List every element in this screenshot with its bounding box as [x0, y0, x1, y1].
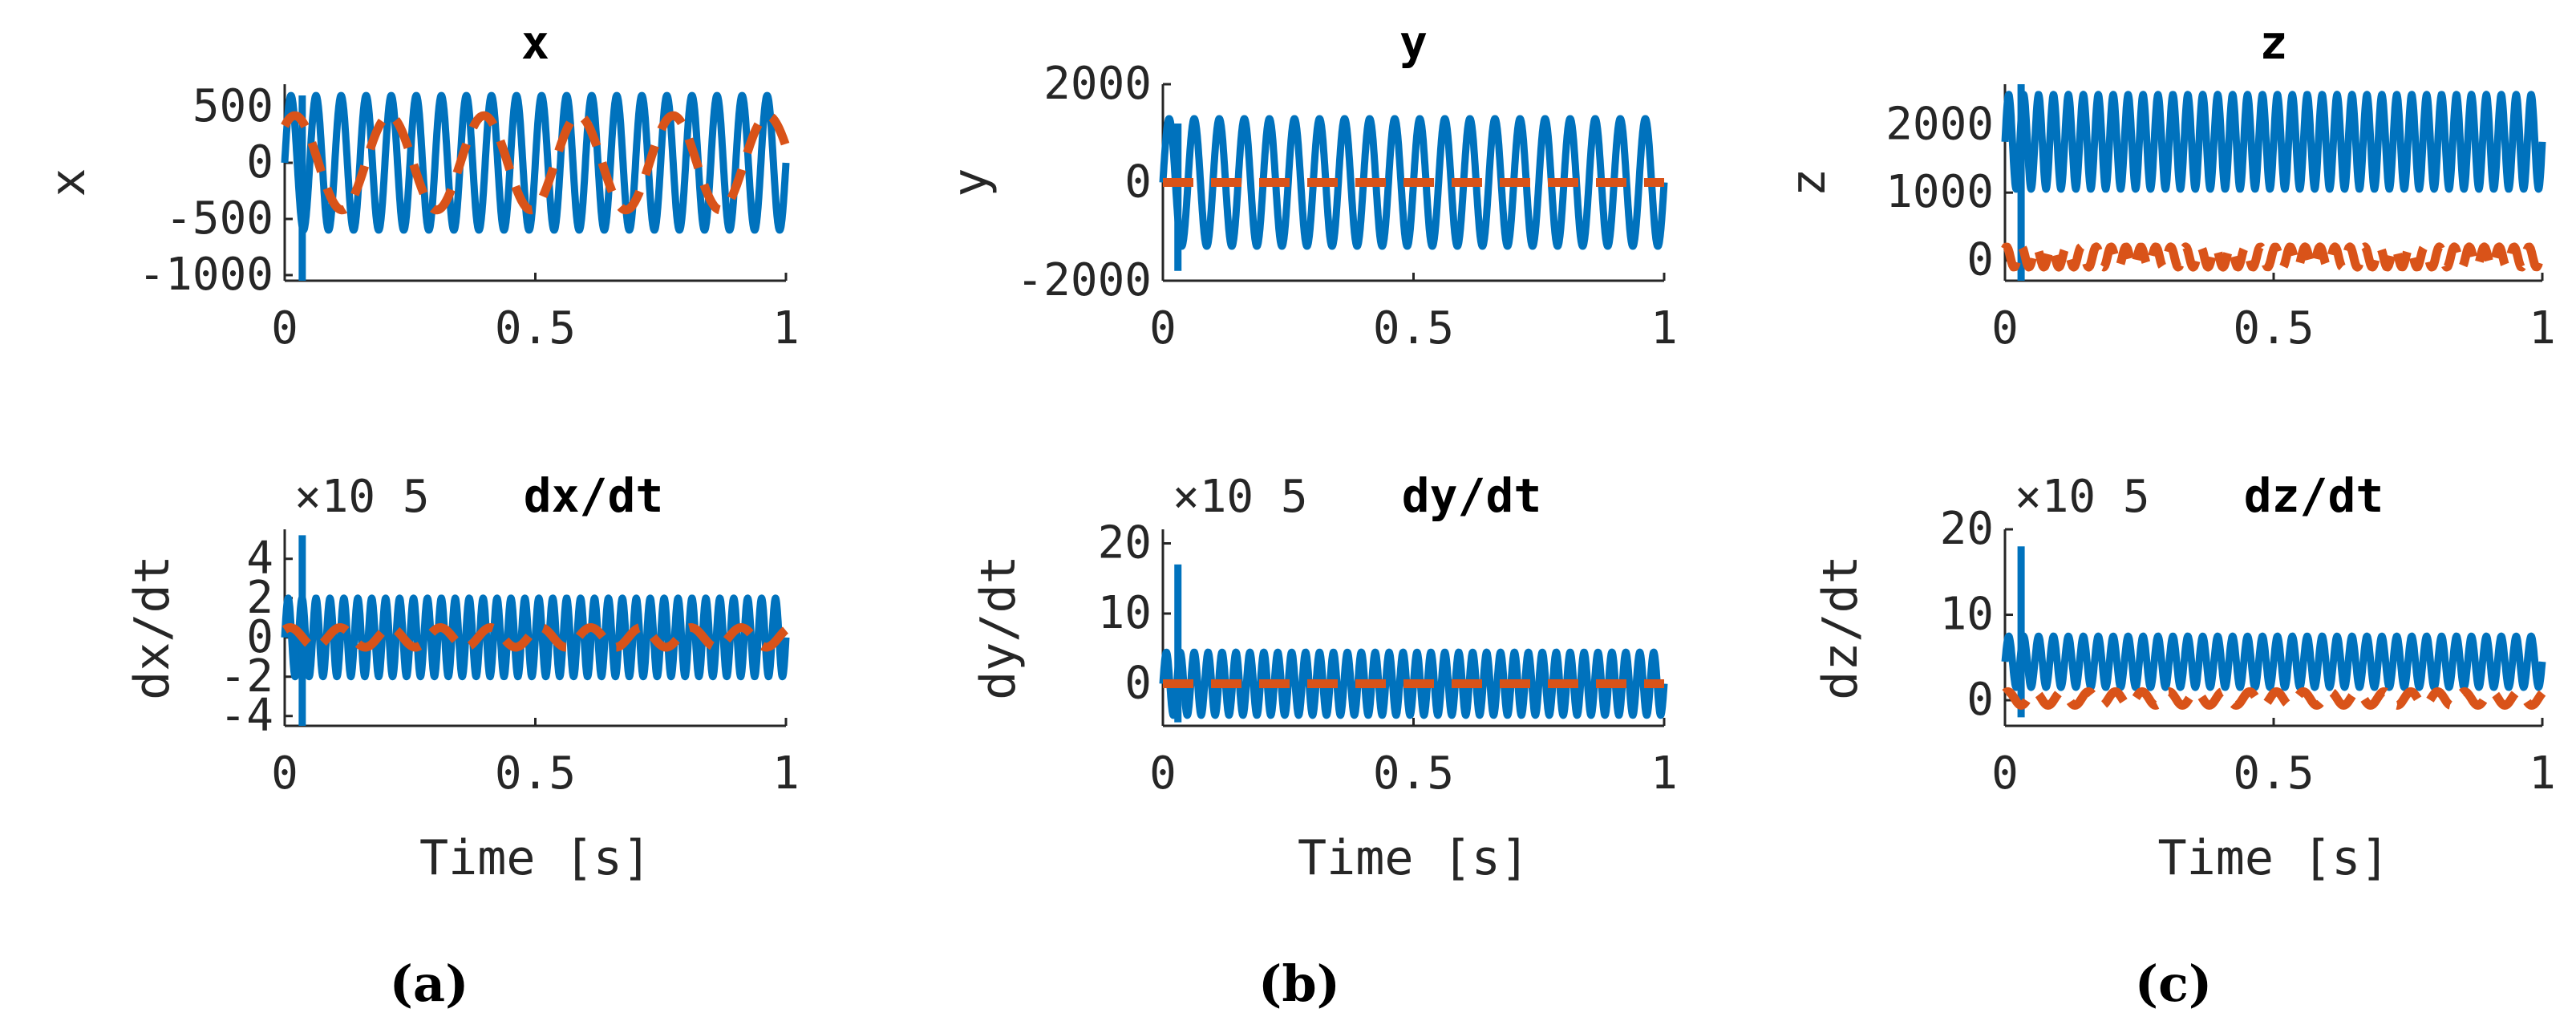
y-tick-label: 20: [1098, 517, 1152, 569]
y-tick-label: 10: [1940, 589, 1994, 641]
panel-label-c: (c): [2135, 954, 2212, 1013]
panel-label-b: (b): [1258, 954, 1340, 1013]
x-tick-label: 0: [1149, 302, 1177, 354]
axis-exponent-label: ×10 5: [1173, 471, 1308, 523]
y-tick-label: -500: [165, 192, 273, 245]
y-axis-label: y: [942, 168, 998, 196]
y-tick-label: 2000: [1043, 58, 1152, 110]
axis-exponent-label: ×10 5: [294, 471, 430, 523]
axis-exponent-label: ×10 5: [2015, 471, 2150, 523]
y-tick-label: -1000: [138, 249, 273, 301]
y-axis-label: dz/dt: [1813, 555, 1869, 700]
subplot-z: 0 0.5 1 2000 1000 0 z z: [1780, 15, 2556, 354]
y-axis-label: dy/dt: [970, 555, 1027, 700]
y-tick-label: 500: [192, 80, 273, 132]
x-tick-label: 0.5: [1373, 302, 1454, 354]
x-tick-label: 1: [2529, 302, 2556, 354]
x-tick-label: 0: [271, 302, 298, 354]
x-axis-label: Time [s]: [1298, 830, 1529, 886]
y-tick-label: 20: [1940, 503, 1994, 555]
y-tick-label: 0: [246, 611, 273, 663]
y-tick-label: 2000: [1885, 99, 1994, 151]
y-tick-label: -2000: [1016, 254, 1152, 306]
panel-label-a: (a): [390, 954, 469, 1013]
y-axis-label: x: [40, 168, 96, 196]
series-line-1: [281, 594, 790, 681]
x-tick-label: 1: [772, 302, 800, 354]
series-line-2: [281, 623, 790, 652]
x-tick-label: 1: [772, 747, 800, 800]
x-tick-label: 0.5: [495, 302, 576, 354]
x-tick-label: 0: [1149, 747, 1177, 800]
x-axis-label: Time [s]: [2158, 830, 2390, 886]
x-tick-label: 1: [1651, 302, 1678, 354]
x-tick-label: 0.5: [2233, 302, 2314, 354]
y-tick-label: 0: [1966, 234, 1994, 286]
y-axis-label: dx/dt: [124, 555, 180, 700]
x-axis-label: Time [s]: [419, 830, 651, 886]
x-tick-label: 0.5: [1373, 747, 1454, 800]
x-tick-label: 0: [271, 747, 298, 800]
subplot-dzdt: 0 0.5 1 20 10 0 ×10 5 dz/dt dz/dt Time [s]: [1813, 468, 2556, 886]
series-line-1: [281, 91, 790, 234]
series-line-2: [2001, 242, 2547, 272]
y-tick-label: 0: [1124, 658, 1152, 710]
y-tick-label: 0: [1966, 674, 1994, 726]
subplot-title: dy/dt: [1402, 468, 1542, 523]
subplot-title: z: [2260, 15, 2288, 70]
y-tick-label: 0: [1124, 156, 1152, 209]
x-tick-label: 0.5: [495, 747, 576, 800]
x-tick-label: 0.5: [2233, 747, 2314, 800]
x-tick-label: 1: [1651, 747, 1678, 800]
y-tick-label: -4: [220, 690, 273, 742]
x-tick-label: 0: [1991, 302, 2019, 354]
x-tick-label: 1: [2529, 747, 2556, 800]
y-tick-label: 4: [246, 533, 273, 585]
subplot-title: y: [1399, 15, 1428, 70]
subplot-dydt: 0 0.5 1 20 10 0 ×10 5 dy/dt dy/dt Time [s]: [970, 468, 1678, 886]
subplot-title: x: [521, 15, 549, 70]
y-tick-label: 1000: [1885, 166, 1994, 218]
y-tick-label: 10: [1098, 587, 1152, 639]
subplot-title: dx/dt: [524, 468, 664, 523]
subplot-title: dz/dt: [2244, 468, 2384, 523]
series-line-1: [2001, 91, 2546, 193]
y-tick-label: 2: [246, 572, 273, 624]
y-tick-label: 0: [246, 136, 273, 188]
y-axis-label: z: [1780, 168, 1837, 196]
x-tick-label: 0: [1991, 747, 2019, 800]
y-tick-label: -2: [220, 650, 273, 703]
series-line-2: [2001, 687, 2546, 710]
series-line-1: [2001, 632, 2546, 691]
